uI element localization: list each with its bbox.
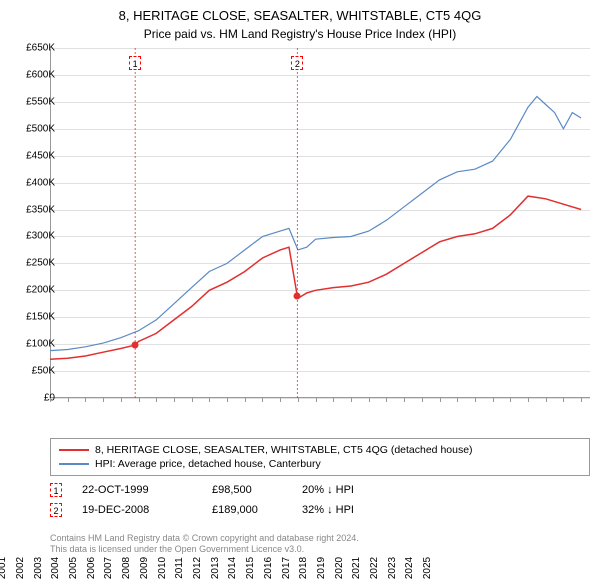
y-axis-label: £400K xyxy=(26,177,55,188)
x-tick xyxy=(139,398,140,402)
y-axis-label: £200K xyxy=(26,285,55,296)
x-tick xyxy=(510,398,511,402)
y-axis-label: £50K xyxy=(32,366,55,377)
legend-row: 8, HERITAGE CLOSE, SEASALTER, WHITSTABLE… xyxy=(59,443,581,457)
sale-row: 1 22-OCT-1999 £98,500 20% ↓ HPI xyxy=(50,480,590,500)
x-tick xyxy=(581,398,582,402)
x-tick xyxy=(457,398,458,402)
x-tick xyxy=(475,398,476,402)
y-axis-label: £600K xyxy=(26,69,55,80)
chart-container: 8, HERITAGE CLOSE, SEASALTER, WHITSTABLE… xyxy=(0,0,600,560)
x-tick xyxy=(316,398,317,402)
legend-swatch xyxy=(59,449,89,451)
marker-box: 2 xyxy=(291,56,303,70)
legend-row: HPI: Average price, detached house, Cant… xyxy=(59,457,581,471)
x-tick xyxy=(422,398,423,402)
y-axis-label: £650K xyxy=(26,43,55,54)
x-tick xyxy=(546,398,547,402)
x-axis-label: 2025 xyxy=(422,557,584,579)
footer-line-1: Contains HM Land Registry data © Crown c… xyxy=(50,533,359,545)
legend: 8, HERITAGE CLOSE, SEASALTER, WHITSTABLE… xyxy=(50,438,590,476)
x-tick xyxy=(68,398,69,402)
x-tick xyxy=(85,398,86,402)
legend-label: 8, HERITAGE CLOSE, SEASALTER, WHITSTABLE… xyxy=(95,444,473,456)
sales-table: 1 22-OCT-1999 £98,500 20% ↓ HPI 2 19-DEC-2008… xyxy=(50,480,590,520)
sale-price: £189,000 xyxy=(212,504,282,516)
x-tick xyxy=(50,398,51,402)
chart-subtitle: Price paid vs. HM Land Registry's House … xyxy=(0,23,600,41)
sale-date: 22-OCT-1999 xyxy=(82,484,192,496)
x-tick xyxy=(493,398,494,402)
x-tick xyxy=(103,398,104,402)
y-axis-label: £550K xyxy=(26,96,55,107)
footer-line-2: This data is licensed under the Open Gov… xyxy=(50,544,359,556)
sale-price: £98,500 xyxy=(212,484,282,496)
x-tick xyxy=(209,398,210,402)
x-tick xyxy=(245,398,246,402)
x-tick xyxy=(351,398,352,402)
x-tick xyxy=(174,398,175,402)
sale-dot xyxy=(294,293,301,300)
gridline xyxy=(50,398,590,399)
x-tick xyxy=(121,398,122,402)
x-tick xyxy=(280,398,281,402)
x-tick xyxy=(156,398,157,402)
y-axis-label: £150K xyxy=(26,312,55,323)
x-tick xyxy=(333,398,334,402)
footer-attribution: Contains HM Land Registry data © Crown c… xyxy=(50,533,359,556)
x-tick xyxy=(440,398,441,402)
legend-swatch xyxy=(59,463,89,465)
x-tick xyxy=(404,398,405,402)
x-tick xyxy=(227,398,228,402)
y-axis-label: £350K xyxy=(26,204,55,215)
x-tick xyxy=(528,398,529,402)
y-axis-label: £450K xyxy=(26,150,55,161)
sale-hpi: 32% ↓ HPI xyxy=(302,504,354,516)
y-axis-label: £300K xyxy=(26,231,55,242)
series-hpi xyxy=(50,97,581,351)
x-tick xyxy=(386,398,387,402)
y-axis-label: £250K xyxy=(26,258,55,269)
x-tick xyxy=(369,398,370,402)
x-tick xyxy=(192,398,193,402)
sale-hpi: 20% ↓ HPI xyxy=(302,484,354,496)
sale-row: 2 19-DEC-2008 £189,000 32% ↓ HPI xyxy=(50,500,590,520)
sale-dot xyxy=(132,341,139,348)
sale-date: 19-DEC-2008 xyxy=(82,504,192,516)
x-tick xyxy=(563,398,564,402)
marker-box: 1 xyxy=(129,56,141,70)
chart-title: 8, HERITAGE CLOSE, SEASALTER, WHITSTABLE… xyxy=(0,0,600,23)
legend-label: HPI: Average price, detached house, Cant… xyxy=(95,458,321,470)
plot-area: 12 xyxy=(50,48,590,398)
x-tick xyxy=(298,398,299,402)
y-axis-label: £100K xyxy=(26,339,55,350)
y-axis-label: £500K xyxy=(26,123,55,134)
x-tick xyxy=(262,398,263,402)
sale-marker: 1 xyxy=(50,483,62,497)
sale-marker: 2 xyxy=(50,503,62,517)
